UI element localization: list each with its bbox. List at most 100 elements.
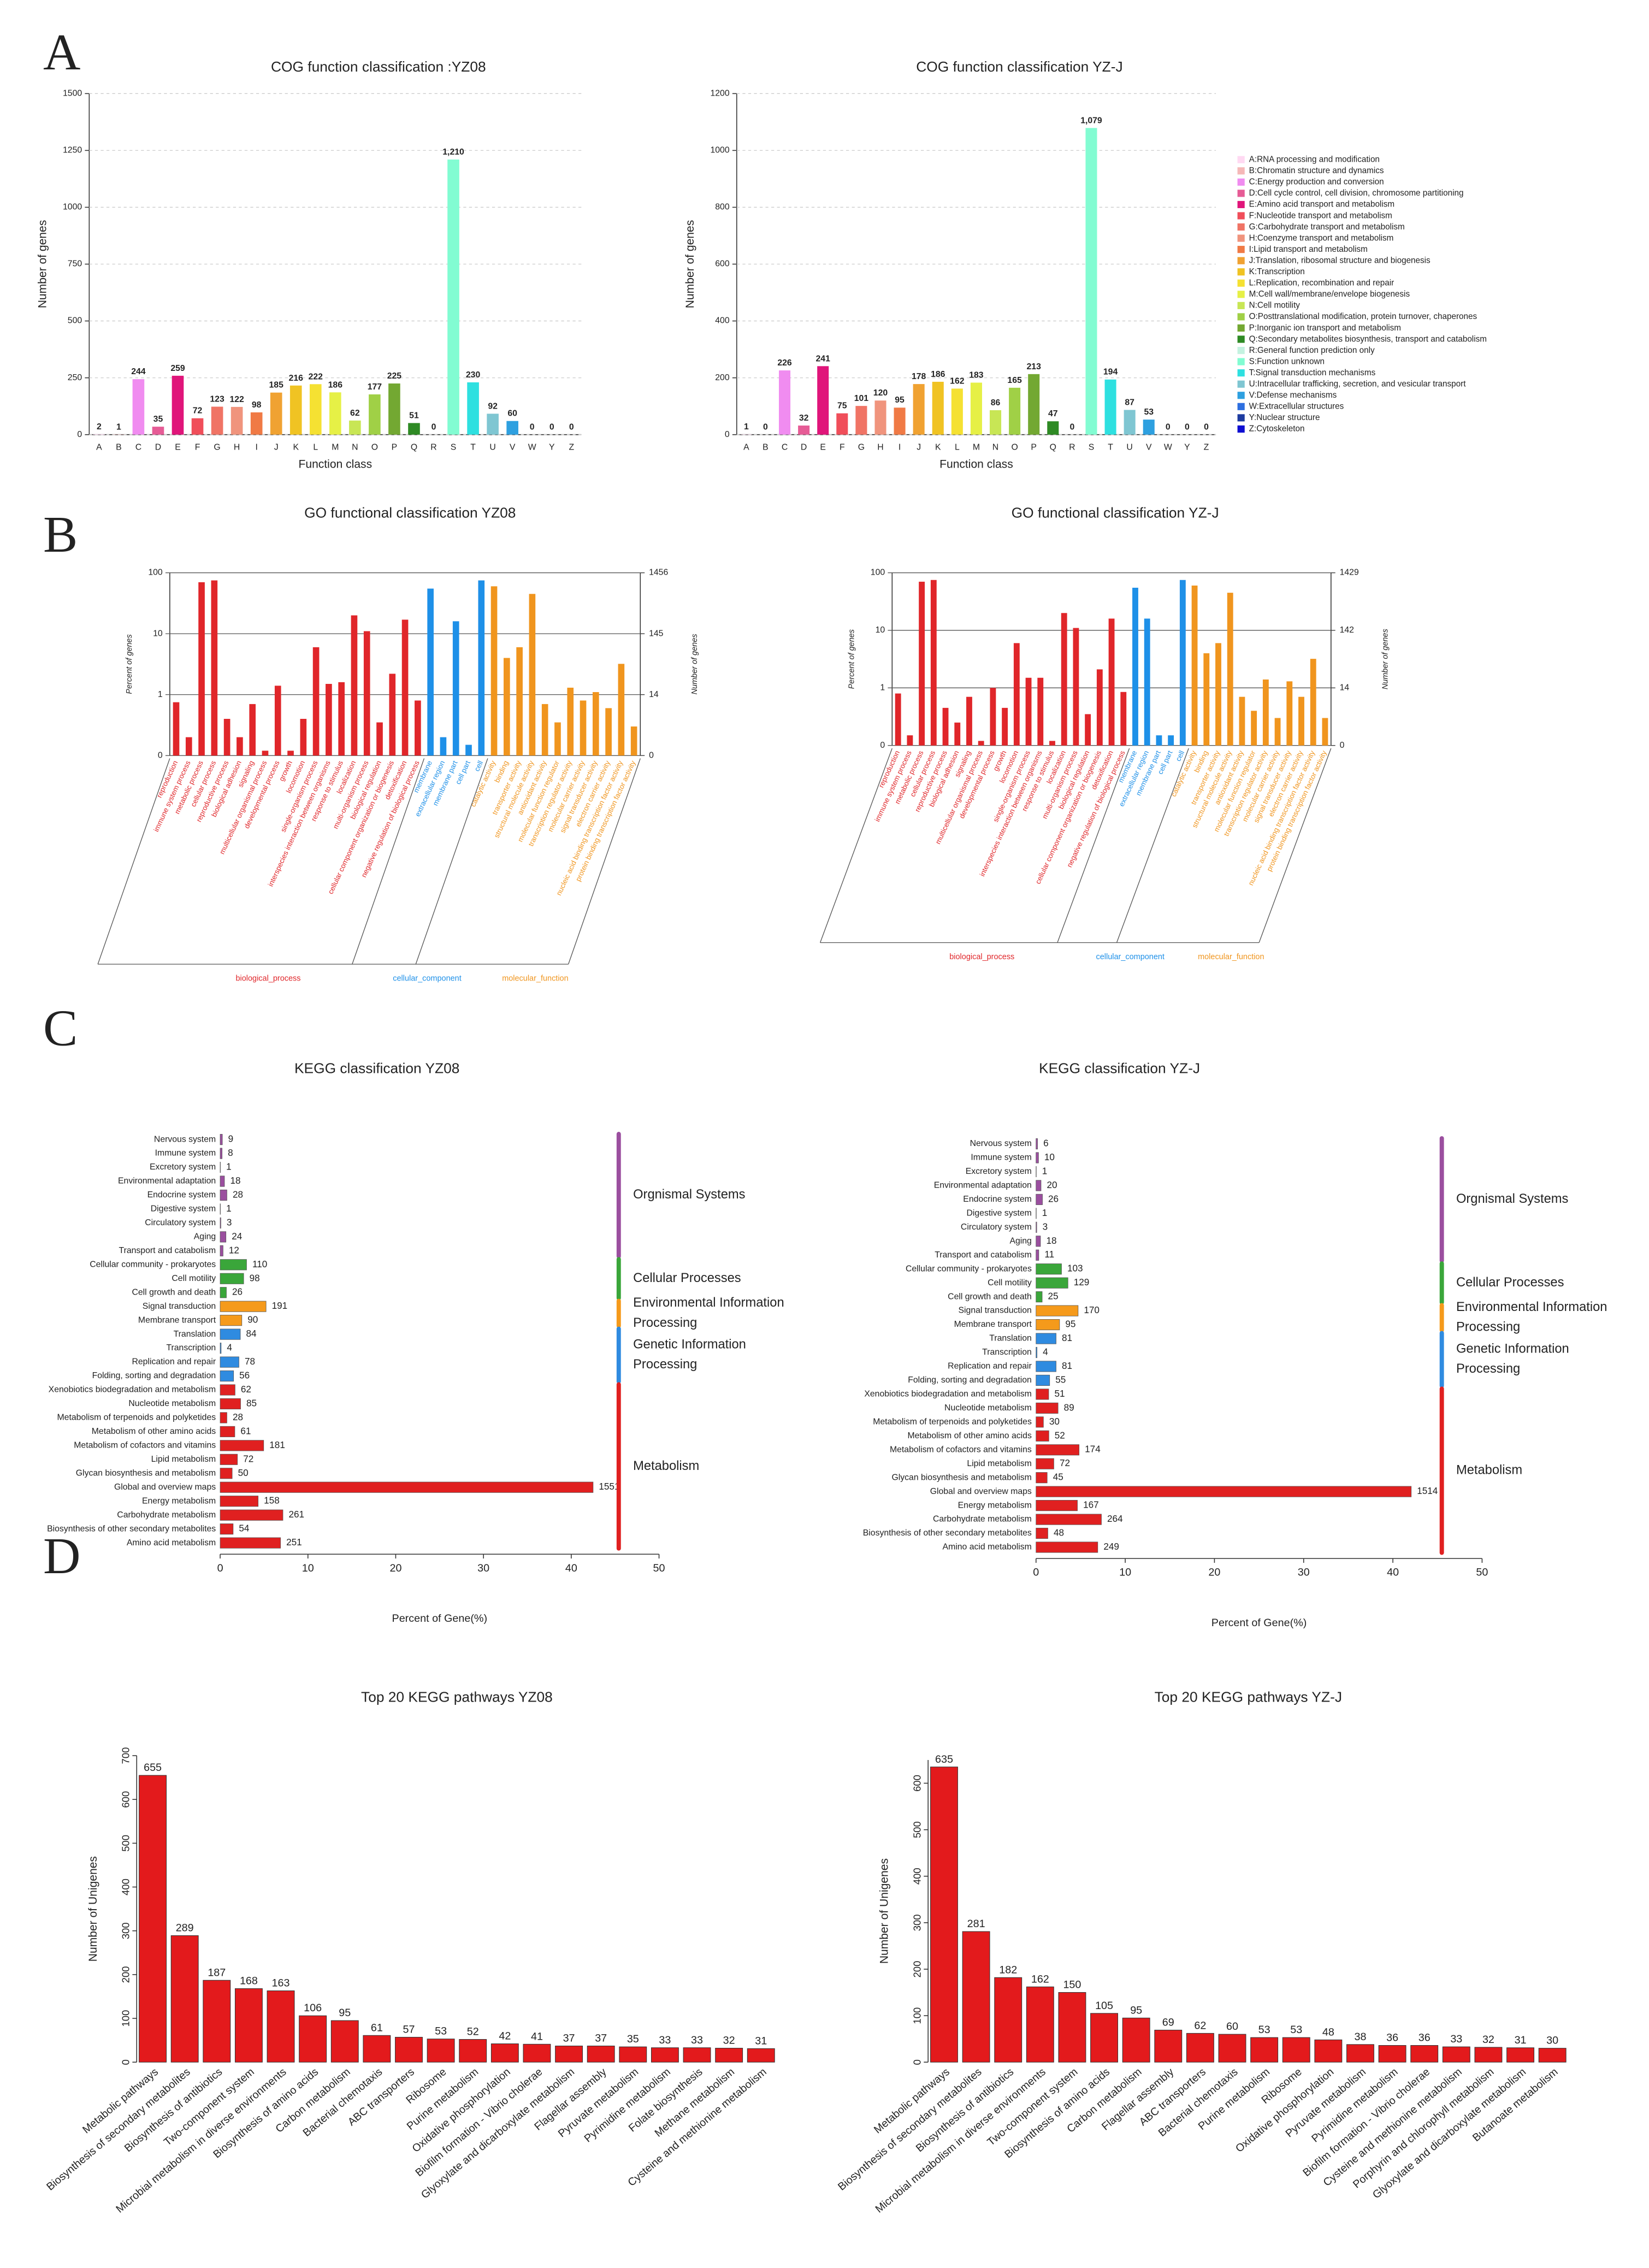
bar: [1073, 628, 1079, 746]
value-label: 0: [763, 423, 768, 432]
value-label: 0: [549, 423, 554, 432]
category-label: Carbohydrate metabolism: [933, 1515, 1032, 1524]
legend-swatch: [1237, 403, 1245, 410]
value-label: 226: [777, 358, 792, 368]
bar: [1036, 1374, 1050, 1386]
bar: [369, 394, 381, 435]
bar: [220, 1523, 234, 1535]
y2-tick-label: 1456: [649, 568, 668, 577]
group-frame: [415, 758, 488, 965]
bar: [619, 2046, 647, 2063]
legend-label: P:Inorganic ion transport and metabolism: [1249, 323, 1401, 333]
legend-swatch: [1237, 279, 1245, 287]
category-label: Nucleotide metabolism: [128, 1399, 216, 1408]
x-tick-label: F: [195, 443, 200, 452]
value-label: 1514: [1417, 1486, 1438, 1496]
legend-swatch: [1237, 167, 1245, 175]
category-label: Metabolism of other amino acids: [907, 1431, 1032, 1440]
value-label: 3: [1043, 1221, 1048, 1232]
value-label: 81: [1062, 1333, 1072, 1343]
category-label: Cellular community - prokaryotes: [90, 1260, 216, 1269]
value-label: 32: [723, 2035, 735, 2047]
category-label: Nucleotide metabolism: [944, 1403, 1032, 1413]
value-label: 1,210: [442, 147, 464, 157]
category-label: Metabolism of terpenoids and polyketides: [873, 1417, 1032, 1426]
bar: [490, 586, 498, 756]
value-label: 0: [1185, 423, 1190, 432]
bar: [1036, 1194, 1043, 1205]
x-tick-label: G: [858, 443, 865, 452]
bar: [1120, 692, 1127, 746]
y-axis-label: Number of Unigenes: [87, 1856, 99, 1962]
x-tick-label: B: [763, 443, 769, 452]
value-label: 81: [1062, 1361, 1072, 1371]
bar: [1009, 387, 1021, 435]
category-label: Translation: [174, 1330, 216, 1339]
group-label: Genetic Information Processing: [1456, 1342, 1569, 1377]
bar: [1186, 2033, 1214, 2063]
value-label: 50: [238, 1468, 249, 1478]
bar: [220, 1412, 227, 1424]
bar: [618, 664, 625, 756]
bar: [465, 745, 472, 756]
value-label: 178: [912, 372, 926, 381]
y-tick-label: 1000: [63, 203, 82, 212]
value-label: 194: [1103, 368, 1118, 377]
category-label: Transcription: [982, 1348, 1032, 1357]
legend-swatch: [1237, 302, 1245, 309]
value-label: 26: [232, 1287, 243, 1297]
category-label: Lipid metabolism: [967, 1459, 1032, 1468]
bar: [427, 2039, 455, 2063]
legend-swatch: [1237, 234, 1245, 242]
bar: [220, 1509, 283, 1521]
bar: [211, 580, 218, 756]
value-label: 54: [239, 1523, 250, 1534]
bar: [389, 674, 396, 756]
bar: [1049, 741, 1055, 746]
bar: [1124, 410, 1136, 435]
bar: [139, 1775, 167, 2063]
value-label: 4: [227, 1343, 232, 1353]
x-tick-label: V: [510, 443, 516, 452]
group-label: Genetic Information Processing: [633, 1338, 746, 1372]
value-label: 6: [1043, 1138, 1049, 1149]
value-label: 110: [252, 1259, 267, 1269]
bar: [220, 1370, 234, 1382]
legend-label: M:Cell wall/membrane/envelope biogenesis: [1249, 290, 1410, 299]
bar: [1215, 643, 1221, 746]
x-tick-label: L: [313, 443, 318, 452]
legend-swatch: [1237, 380, 1245, 388]
value-label: 101: [854, 394, 869, 403]
y2-tick-label: 145: [649, 629, 664, 638]
y-axis-label: Number of genes: [684, 220, 696, 309]
value-label: 150: [1063, 1979, 1081, 1991]
panel-label: D: [43, 1527, 80, 1585]
y-tick-label: 600: [120, 1791, 132, 1808]
bar: [541, 704, 548, 756]
value-label: 62: [241, 1384, 251, 1395]
x-tick-label: J: [917, 443, 921, 452]
bar: [1036, 1249, 1039, 1261]
legend-label: F:Nucleotide transport and metabolism: [1249, 211, 1392, 220]
category-label: Membrane transport: [954, 1320, 1032, 1329]
value-label: 72: [193, 406, 203, 416]
bar: [250, 412, 263, 435]
x-tick-label: L: [955, 443, 960, 452]
bar: [580, 700, 587, 756]
y2-tick-label: 0: [1340, 741, 1345, 750]
bar: [415, 700, 421, 756]
x-tick-label: H: [234, 443, 240, 452]
bar: [966, 696, 972, 746]
bar: [1282, 2037, 1310, 2063]
bar: [1298, 696, 1304, 746]
value-label: 61: [371, 2022, 383, 2034]
y-tick-label: 10: [876, 625, 885, 635]
value-label: 84: [246, 1328, 257, 1339]
value-label: 261: [288, 1509, 304, 1520]
legend-swatch: [1237, 392, 1245, 399]
bar: [605, 708, 612, 756]
x-tick-label: S: [1089, 443, 1095, 452]
bar: [1036, 1430, 1049, 1442]
bar: [1250, 2037, 1279, 2063]
category-label: Cell motility: [988, 1278, 1032, 1287]
